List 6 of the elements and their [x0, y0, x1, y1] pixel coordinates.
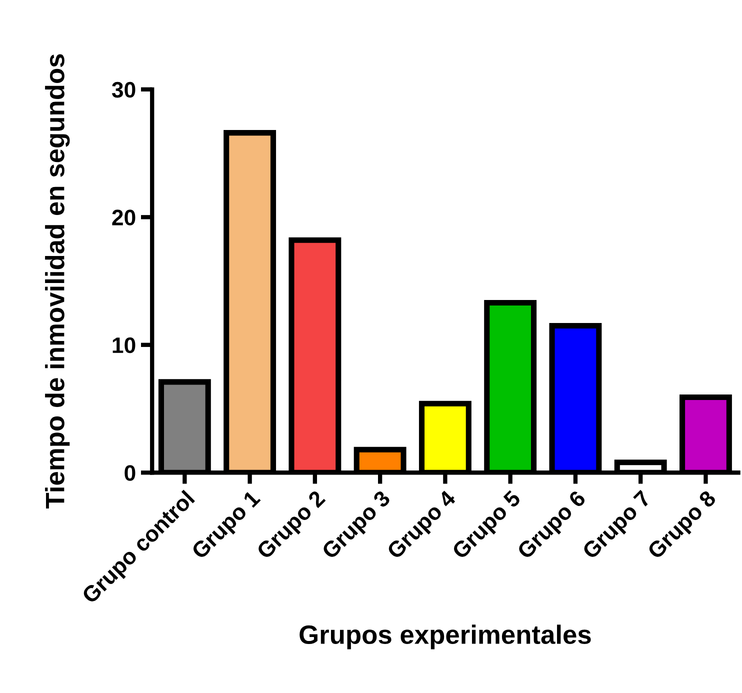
y-tick-label: 10: [112, 337, 136, 354]
y-tick-label: 30: [112, 82, 136, 98]
y-tick-label: 0: [124, 465, 136, 481]
x-axis-title: Grupos experimentales: [300, 624, 591, 650]
y-tick-label: 20: [112, 210, 136, 226]
y-axis-title: Tiempo de inmovilidad en segundos: [45, 54, 70, 508]
